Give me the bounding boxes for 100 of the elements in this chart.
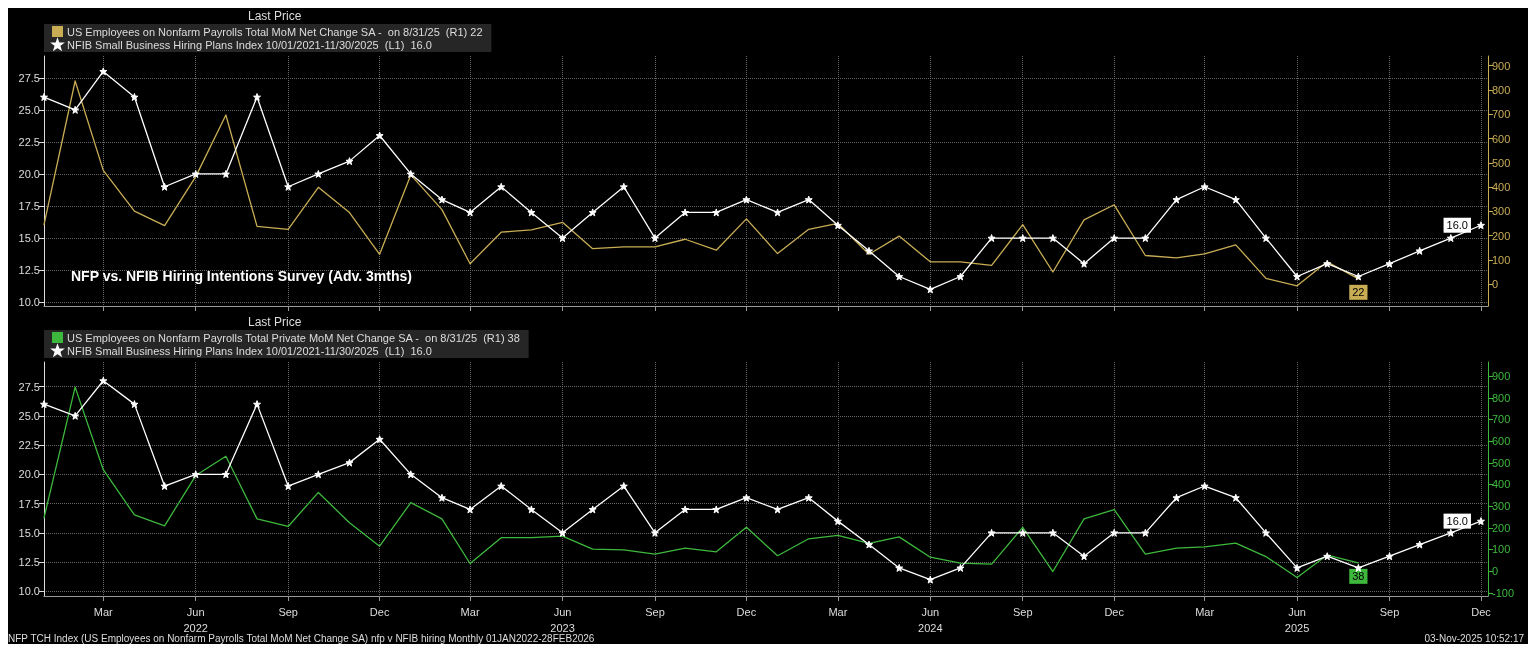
point xyxy=(437,493,446,502)
y2-tick-label: 800 xyxy=(1492,83,1511,96)
point xyxy=(1385,259,1394,268)
y-tick-label: 10.0 xyxy=(18,585,40,598)
point xyxy=(221,169,230,178)
point xyxy=(40,93,48,102)
point xyxy=(191,470,200,479)
legend-title: Last Price xyxy=(248,9,302,23)
x-tick-label: Dec xyxy=(369,606,390,618)
x-tick-label: Jun 2024 xyxy=(918,606,943,634)
point xyxy=(497,182,506,191)
point xyxy=(1200,182,1209,191)
point xyxy=(284,182,293,191)
point xyxy=(865,246,873,255)
x-tick-label: Jun 2022 xyxy=(183,606,208,634)
point xyxy=(284,482,293,491)
point xyxy=(1293,272,1302,281)
point xyxy=(1293,563,1302,572)
data-label: 16.0 xyxy=(1446,219,1468,232)
point xyxy=(1080,552,1089,561)
x-tick-label: Jun 2025 xyxy=(1284,606,1310,634)
point xyxy=(1231,195,1240,204)
text: NFP vs. NFIB Hiring Intentions Survey (Adv. 3mths) xyxy=(71,268,412,284)
point xyxy=(71,105,80,114)
point xyxy=(742,195,751,204)
point xyxy=(773,505,782,514)
y2-tick-label: 700 xyxy=(1492,108,1511,121)
x-tick-label: Sep xyxy=(1012,606,1033,618)
point xyxy=(681,505,690,514)
y2-tick-label: 400 xyxy=(1492,478,1511,491)
point xyxy=(406,470,415,479)
point xyxy=(712,208,721,217)
point xyxy=(1018,234,1027,243)
x-tick-label: Mar xyxy=(93,606,114,618)
y-tick-label: 25.0 xyxy=(18,103,40,116)
point xyxy=(712,505,721,514)
point xyxy=(619,482,628,491)
point xyxy=(375,131,384,140)
point xyxy=(558,234,567,243)
point xyxy=(99,67,108,76)
point xyxy=(987,528,996,537)
point xyxy=(956,272,965,281)
point xyxy=(253,93,262,102)
point xyxy=(1415,540,1424,549)
point xyxy=(1172,493,1181,502)
data-label: 22 xyxy=(1352,286,1365,299)
x-tick-label: Sep xyxy=(278,606,298,618)
point xyxy=(130,93,139,102)
point xyxy=(160,182,169,191)
point xyxy=(1323,552,1332,561)
point xyxy=(926,285,935,294)
y-tick-label: 15.0 xyxy=(18,526,40,539)
point xyxy=(1446,528,1455,537)
y2-tick-label: 900 xyxy=(1492,370,1511,383)
point xyxy=(1323,259,1332,268)
point xyxy=(1354,563,1363,572)
point xyxy=(466,208,475,217)
y-tick-label: 12.5 xyxy=(18,556,40,569)
y2-tick-label: 600 xyxy=(1492,435,1511,448)
x-tick-label: Sep xyxy=(1379,606,1400,618)
point xyxy=(527,505,536,514)
text: NFP TCH Index (US Employees on Nonfarm Payrolls Total MoM Net Change SA) nfp v NFIB hiring Monthly 01JAN2022-28FEB2026 xyxy=(8,632,595,644)
point xyxy=(619,182,628,191)
x-tick-label: Dec xyxy=(1471,606,1492,618)
point xyxy=(926,575,935,584)
point xyxy=(1261,528,1270,537)
point xyxy=(865,540,873,549)
point xyxy=(588,208,597,217)
legend-label: NFIB Small Business Hiring Plans Index 10/01/2021-11/30/2025 (L1) 16.0 xyxy=(67,38,432,51)
point xyxy=(1476,517,1485,526)
point xyxy=(895,563,904,572)
point xyxy=(40,400,48,409)
point xyxy=(314,470,323,479)
y-tick-label: 27.5 xyxy=(18,71,40,84)
y-tick-label: 20.0 xyxy=(18,468,40,481)
data-label: 16.0 xyxy=(1446,515,1468,528)
point xyxy=(1231,493,1240,502)
point xyxy=(497,482,506,491)
y2-tick-label: 500 xyxy=(1492,456,1511,469)
legend-label: NFIB Small Business Hiring Plans Index 10/01/2021-11/30/2025 (L1) 16.0 xyxy=(67,344,432,357)
point xyxy=(160,482,169,491)
point xyxy=(833,221,842,230)
point xyxy=(1354,272,1363,281)
point xyxy=(527,208,536,217)
point xyxy=(314,169,323,178)
y2-tick-label: 900 xyxy=(1492,59,1511,72)
point xyxy=(130,400,139,409)
point xyxy=(804,195,813,204)
point xyxy=(681,208,690,217)
x-tick-label: Dec xyxy=(1104,606,1125,618)
legend-label: US Employees on Nonfarm Payrolls Total Private MoM Net Change SA - on 8/31/25 (R1) 38 xyxy=(67,331,520,344)
point xyxy=(1141,234,1150,243)
y-tick-label: 12.5 xyxy=(18,264,40,277)
x-tick-label: Dec xyxy=(736,606,757,618)
point xyxy=(1476,221,1485,230)
point xyxy=(650,528,659,537)
point xyxy=(99,376,108,385)
point xyxy=(191,169,200,178)
point xyxy=(345,458,354,467)
y-tick-label: 20.0 xyxy=(18,167,40,180)
